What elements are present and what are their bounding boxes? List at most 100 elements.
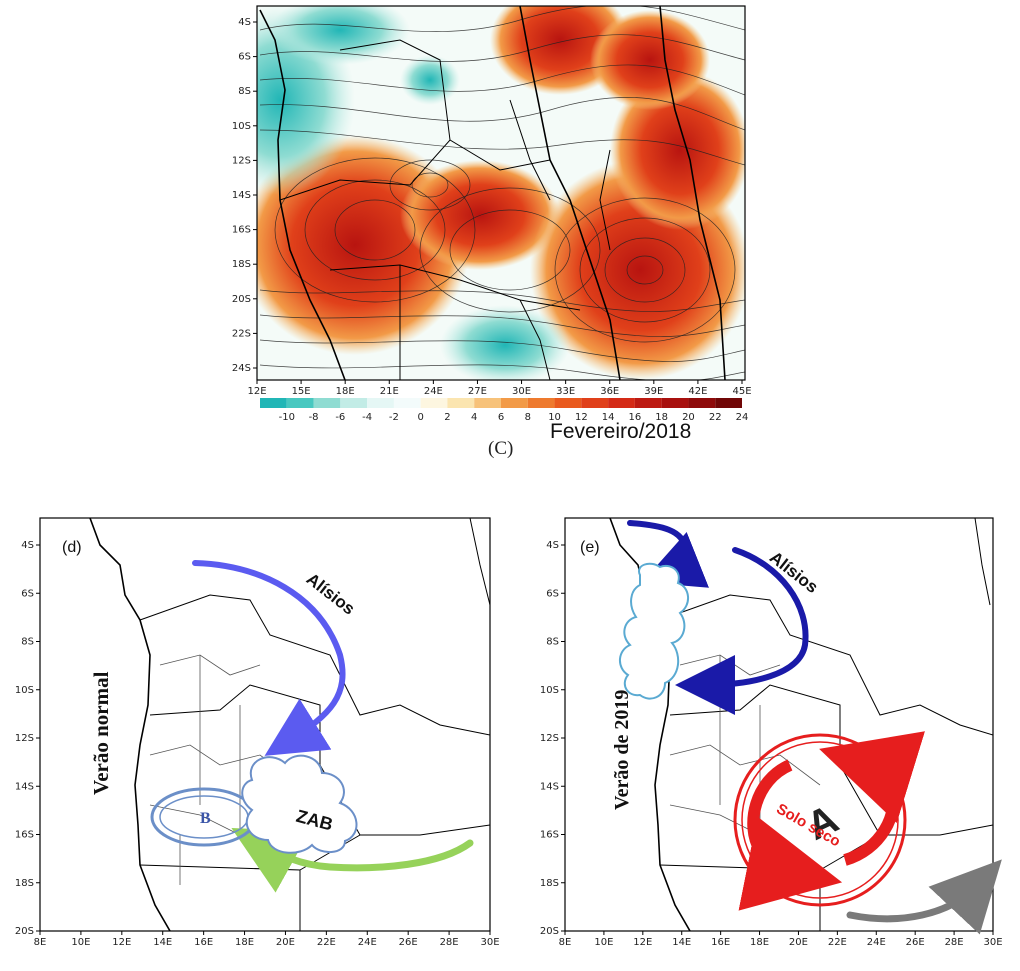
panel-c-lat-label: 12S [232,155,251,166]
panel-e-lon-label: 12E [633,937,652,948]
colorbar-label: -2 [389,412,399,423]
panel-d-title: Verão normal [89,671,113,795]
panel-e-lon-label: 24E [867,937,886,948]
panel-e-lon-label: 16E [711,937,730,948]
panel-d-svg: 4S 6S 8S 10S 12S 14S 16S 18S 20S 8E 10E 12E 14E 16E 1… [15,517,500,948]
panel-d-southeast-arrow [231,828,474,893]
panel-c-lat-label: 16S [232,225,251,236]
panel-d-lon-label: 22E [317,937,336,948]
panel-e-lon-label: 18E [750,937,769,948]
panel-e-lon-label: 22E [828,937,847,948]
panel-e-svg: 4S 6S 8S 10S 12S 14S 16S 18S 20S 8E 10E 12E 14E 16E 1… [540,517,1003,948]
panel-c-lat-label: 22S [232,328,251,339]
colorbar-swatch [554,398,582,408]
colorbar-label: 24 [736,412,749,423]
panel-e-lon-label: 8E [559,937,572,948]
panel-e-anticyclone-arrow-left [738,759,843,911]
colorbar-swatch [474,398,501,408]
panel-e-title: Verão de 2019 [611,690,633,810]
colorbar-swatch [340,398,368,408]
colorbar-label: 10 [548,412,561,423]
colorbar-swatch [286,398,314,408]
panel-c-lon-label: 24E [424,386,443,397]
panel-e-lat-label: 16S [540,830,559,841]
panel-d-lat-label: 14S [15,781,34,792]
colorbar-swatch [367,398,394,408]
panel-c-lat-label: 14S [232,190,251,201]
panel-e-trade-wind-arrow [675,547,809,715]
panel-c-lon-label: 15E [292,386,311,397]
panel-d-lon-label: 12E [112,937,131,948]
panel-e-label: (e) [580,539,600,556]
panel-d-lat-label: 16S [15,830,34,841]
colorbar-label: -6 [335,412,345,423]
colorbar-swatch [313,398,341,408]
panel-e-lon-label: 10E [594,937,613,948]
colorbar-label: 0 [417,412,423,423]
panel-e-lat-label: 20S [540,926,559,937]
panel-d-lat-label: 8S [21,637,34,648]
panel-c-frame [256,5,746,381]
panel-d-frame [39,517,491,932]
panel-d-map: 4S 6S 8S 10S 12S 14S 16S 18S 20S 8E 10E 12E 14E 16E 1… [0,505,500,966]
colorbar-label: 16 [629,412,642,423]
panel-e-lon-axis: 8E 10E 12E 14E 16E 18E 20E 22E 24E 26E 28E 30E [559,931,1003,948]
panel-c-field [257,6,745,380]
panel-c-lat-label: 4S [238,17,251,28]
panel-c-lon-label: 30E [512,386,531,397]
panel-d-lat-label: 10S [15,685,34,696]
panel-c-lon-label: 39E [644,386,663,397]
panel-e-lon-label: 26E [906,937,925,948]
colorbar-label: 4 [471,412,477,423]
panel-d-lat-label: 20S [15,926,34,937]
panel-c-lon-label: 36E [600,386,619,397]
colorbar-label: -4 [362,412,372,423]
panel-d-lon-label: 26E [399,937,418,948]
colorbar-swatch [420,398,448,408]
panel-d-lon-label: 18E [235,937,254,948]
panel-c-lat-label: 24S [232,363,251,374]
panel-e-map: 4S 6S 8S 10S 12S 14S 16S 18S 20S 8E 10E 12E 14E 16E 1… [520,505,1020,966]
colorbar-swatch [608,398,635,408]
panel-d-lon-label: 28E [440,937,459,948]
panel-e-anticyclone-arrow-right [819,731,926,866]
panel-c-lon-label: 45E [732,386,751,397]
panel-c-streamlines [259,6,745,380]
colorbar-label: 8 [525,412,531,423]
colorbar-swatch [501,398,528,408]
panel-e-lat-axis: 4S 6S 8S 10S 12S 14S 16S 18S 20S [540,540,565,937]
panel-c-lon-label: 33E [556,386,575,397]
colorbar-swatch [661,398,689,408]
panel-d-lon-label: 16E [194,937,213,948]
colorbar-label: -8 [309,412,319,423]
panel-c-caption-month: Fevereiro/2018 [550,420,692,443]
colorbar-label: 6 [498,412,504,423]
panel-d-lat-label: 6S [21,588,34,599]
panel-d-lon-label: 20E [276,937,295,948]
colorbar-swatch [581,398,609,408]
panel-d-trade-wind-arrow [192,560,346,756]
panel-e-lat-label: 4S [546,540,559,551]
panel-d-low-label: B [200,810,211,827]
panel-c-lat-label: 18S [232,259,251,270]
colorbar-swatch [393,398,421,408]
panel-e-north-arrow [627,520,710,588]
colorbar-label: 20 [682,412,695,423]
colorbar-label: 22 [709,412,722,423]
colorbar-swatch [715,398,742,408]
panel-e-lon-label: 30E [983,937,1002,948]
panel-c-lon-axis: 12E 15E 18E 21E 24E 27E 30E 33E 36E 39E 42E 45E [247,380,752,397]
panel-d-lat-label: 12S [15,733,34,744]
panel-e-lat-label: 6S [546,588,559,599]
panel-c-lat-label: 20S [232,294,251,305]
panel-d-lon-label: 14E [153,937,172,948]
panel-d-lon-label: 30E [480,937,499,948]
panel-d-lat-label: 18S [15,878,34,889]
panel-e-grey-arrow [846,859,1002,935]
panel-c-colorbar: -10 -8 -6 -4 -2 0 2 4 6 8 10 12 14 16 18 20 22 24 [260,398,748,423]
panel-d-lat-axis: 4S 6S 8S 10S 12S 14S 16S 18S 20S [15,540,40,937]
colorbar-label: 12 [575,412,588,423]
panel-d-label: (d) [62,539,82,556]
panel-e-lon-label: 28E [945,937,964,948]
panel-c-lat-axis: 4S 6S 8S 10S 12S 14S 16S 18S 20S 22S 24S [232,17,257,374]
